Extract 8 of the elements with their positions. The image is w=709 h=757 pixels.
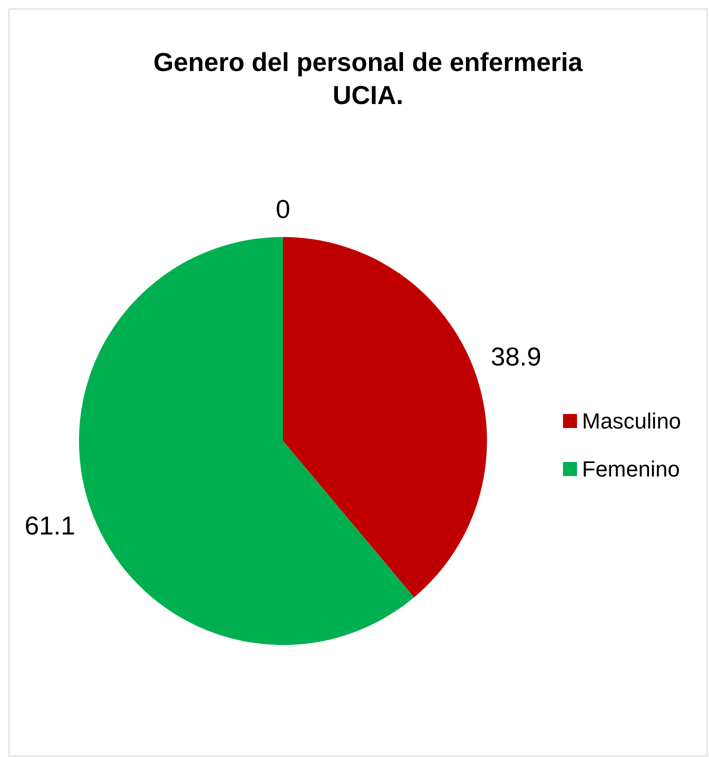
legend-label: Masculino xyxy=(582,408,682,434)
legend-label: Femenino xyxy=(582,456,680,482)
text: 0 xyxy=(276,194,290,224)
chart-title: Genero del personal de enfermeria UCIA. xyxy=(153,47,584,110)
pie-slice xyxy=(79,237,414,645)
pie-slice xyxy=(283,237,487,598)
data-label: 38.9 xyxy=(490,341,542,372)
data-label: 61.1 xyxy=(24,510,76,541)
